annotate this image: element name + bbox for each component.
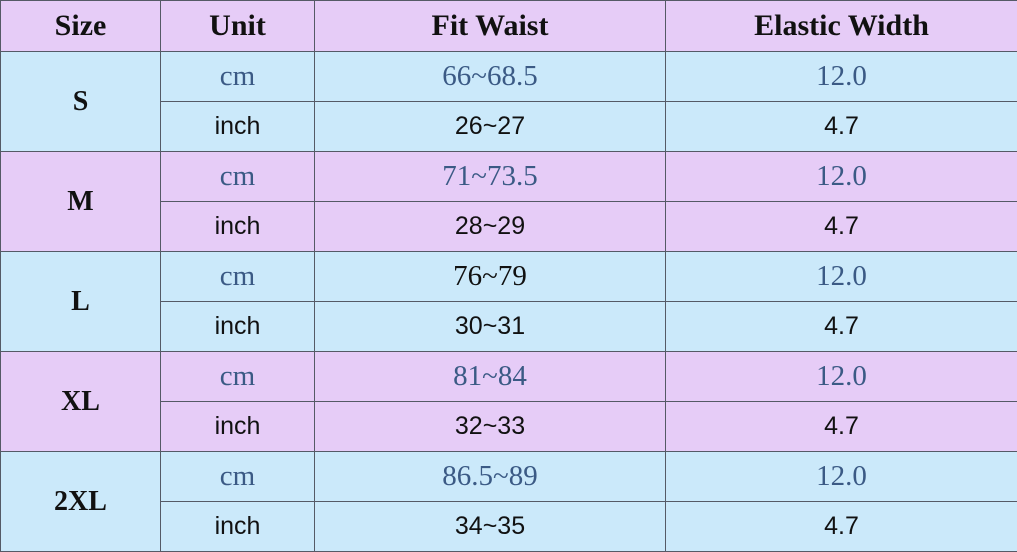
unit-cm: cm [161,52,315,102]
table-header: Size Unit Fit Waist Elastic Width [1,1,1017,52]
fit-waist-cm: 86.5~89 [315,452,666,502]
header-row: Size Unit Fit Waist Elastic Width [1,1,1017,52]
elastic-width-cm: 12.0 [666,52,1017,102]
header-elastic-width: Elastic Width [666,1,1017,52]
fit-waist-inch: 30~31 [315,302,666,352]
size-label: L [1,252,161,352]
unit-cm: cm [161,152,315,202]
unit-inch: inch [161,502,315,552]
size-label: S [1,52,161,152]
fit-waist-inch: 26~27 [315,102,666,152]
fit-waist-cm: 71~73.5 [315,152,666,202]
elastic-width-cm: 12.0 [666,452,1017,502]
unit-inch: inch [161,102,315,152]
elastic-width-cm: 12.0 [666,152,1017,202]
unit-cm: cm [161,252,315,302]
size-label: M [1,152,161,252]
elastic-width-inch: 4.7 [666,402,1017,452]
fit-waist-cm: 81~84 [315,352,666,402]
unit-inch: inch [161,402,315,452]
elastic-width-inch: 4.7 [666,102,1017,152]
unit-inch: inch [161,302,315,352]
header-unit: Unit [161,1,315,52]
header-size: Size [1,1,161,52]
elastic-width-inch: 4.7 [666,202,1017,252]
elastic-width-cm: 12.0 [666,252,1017,302]
fit-waist-inch: 28~29 [315,202,666,252]
elastic-width-inch: 4.7 [666,502,1017,552]
unit-cm: cm [161,352,315,402]
fit-waist-cm: 76~79 [315,252,666,302]
elastic-width-cm: 12.0 [666,352,1017,402]
fit-waist-cm: 66~68.5 [315,52,666,102]
size-label: XL [1,352,161,452]
elastic-width-inch: 4.7 [666,302,1017,352]
size-label: 2XL [1,452,161,552]
fit-waist-inch: 34~35 [315,502,666,552]
fit-waist-inch: 32~33 [315,402,666,452]
unit-cm: cm [161,452,315,502]
header-fit-waist: Fit Waist [315,1,666,52]
unit-inch: inch [161,202,315,252]
